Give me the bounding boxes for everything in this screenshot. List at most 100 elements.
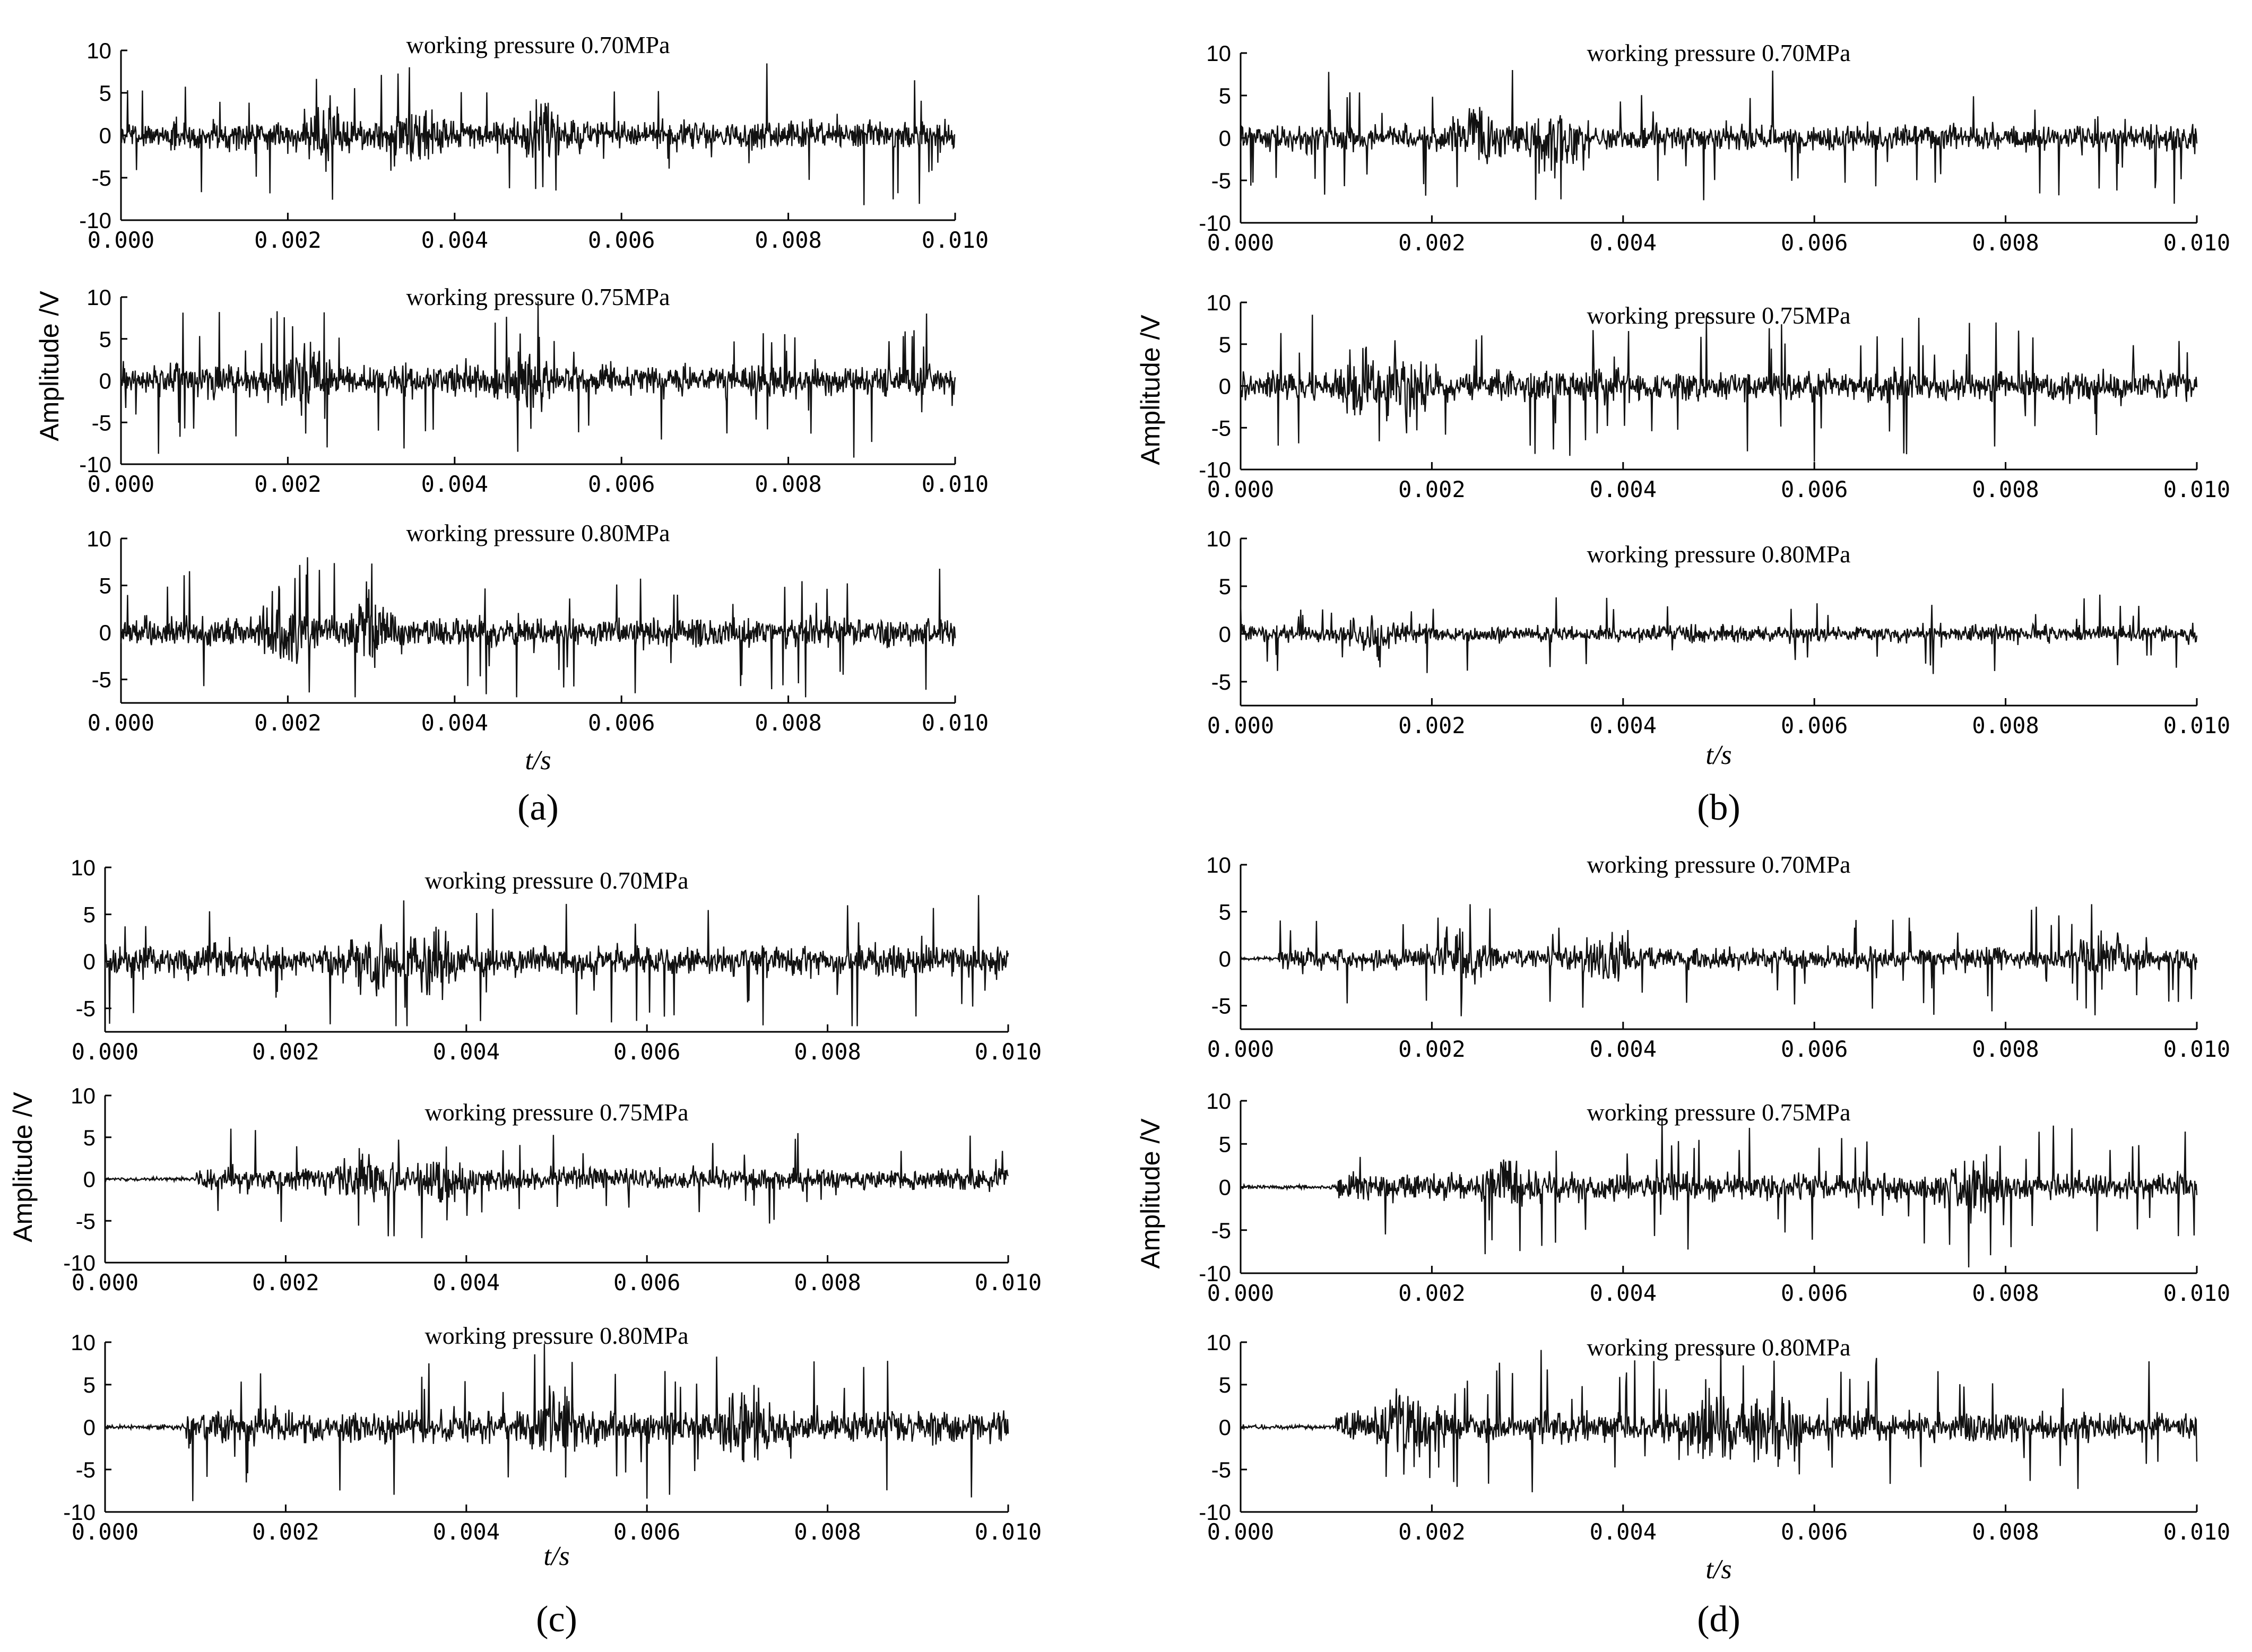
x-tick-label: 0.004 bbox=[433, 1039, 500, 1065]
x-tick-label: 0.002 bbox=[254, 710, 321, 736]
x-axis-label: t/s bbox=[543, 1541, 569, 1571]
x-tick-label: 0.010 bbox=[2163, 712, 2230, 738]
x-tick-label: 0.006 bbox=[1781, 476, 1848, 502]
subplot-title: working pressure 0.75MPa bbox=[1587, 1099, 1851, 1126]
y-tick-label: 5 bbox=[1219, 1372, 1231, 1397]
signal-line bbox=[1240, 1118, 2198, 1268]
y-axis-label: Amplitude /V bbox=[1136, 1118, 1165, 1269]
y-tick-label: -10 bbox=[79, 208, 111, 233]
x-tick-label: 0.010 bbox=[922, 710, 989, 736]
y-tick-label: 5 bbox=[83, 902, 96, 927]
y-tick-label: -10 bbox=[1199, 1261, 1231, 1286]
y-tick-label: 10 bbox=[86, 38, 111, 63]
y-tick-label: -10 bbox=[63, 1500, 96, 1525]
y-tick-label: 10 bbox=[1206, 290, 1231, 315]
signal-line bbox=[104, 1128, 1009, 1238]
y-tick-label: 10 bbox=[86, 285, 111, 310]
panel-b: working pressure 0.70MPa 10 5 0 -5 -10 0.000 0.… bbox=[1136, 39, 2230, 828]
x-tick-label: 0.006 bbox=[1781, 1280, 1848, 1306]
signal-line bbox=[105, 1344, 1009, 1501]
y-tick-label: 0 bbox=[1219, 622, 1231, 647]
x-tick-label: 0.004 bbox=[1590, 1280, 1657, 1306]
x-tick-label: 0.008 bbox=[1972, 1280, 2039, 1306]
signal-line bbox=[120, 63, 956, 205]
y-tick-label: -10 bbox=[63, 1250, 96, 1275]
x-tick-label: 0.004 bbox=[1590, 230, 1657, 256]
x-tick-label: 0.004 bbox=[421, 471, 488, 497]
x-tick-label: 0.006 bbox=[613, 1519, 680, 1545]
subplot-title: working pressure 0.80MPa bbox=[425, 1322, 689, 1349]
y-tick-label: 5 bbox=[1219, 1132, 1231, 1157]
x-tick-label: 0.004 bbox=[1590, 712, 1657, 738]
y-tick-label: 0 bbox=[83, 1167, 96, 1192]
y-tick-label: 0 bbox=[1219, 374, 1231, 399]
y-tick-label: 5 bbox=[83, 1125, 96, 1150]
subplot-title: working pressure 0.70MPa bbox=[406, 31, 670, 58]
y-tick-label: 10 bbox=[86, 526, 111, 551]
x-tick-label: 0.008 bbox=[755, 471, 821, 497]
y-tick-label: 5 bbox=[99, 81, 111, 106]
x-tick-label: 0.010 bbox=[2163, 1519, 2230, 1545]
x-tick-label: 0.000 bbox=[88, 710, 154, 736]
x-tick-label: 0.010 bbox=[922, 227, 989, 253]
y-tick-label: 10 bbox=[1206, 526, 1231, 551]
y-tick-label: -5 bbox=[1211, 415, 1231, 440]
x-tick-label: 0.008 bbox=[1972, 476, 2039, 502]
x-tick-label: 0.008 bbox=[794, 1270, 861, 1295]
x-tick-label: 0.008 bbox=[794, 1039, 861, 1065]
y-tick-label: 5 bbox=[1219, 332, 1231, 357]
panel-c: working pressure 0.70MPa 10 5 0 -5 0.000 0.002… bbox=[8, 855, 1042, 1640]
x-tick-label: 0.006 bbox=[1781, 1519, 1848, 1545]
x-axis-label: t/s bbox=[1705, 740, 1731, 770]
x-tick-label: 0.002 bbox=[1398, 476, 1465, 502]
y-tick-label: 0 bbox=[1219, 946, 1231, 971]
y-tick-label: 10 bbox=[71, 1083, 96, 1108]
subplot-title: working pressure 0.75MPa bbox=[1587, 302, 1851, 329]
y-tick-label: 0 bbox=[99, 369, 111, 394]
y-tick-label: 5 bbox=[1219, 83, 1231, 108]
x-tick-label: 0.000 bbox=[72, 1519, 138, 1545]
y-tick-label: 0 bbox=[99, 123, 111, 148]
x-tick-label: 0.010 bbox=[2163, 1280, 2230, 1306]
y-tick-label: -5 bbox=[1211, 1218, 1231, 1243]
y-tick-label: -5 bbox=[1211, 1457, 1231, 1482]
x-tick-label: 0.004 bbox=[1590, 1036, 1657, 1062]
x-tick-label: 0.002 bbox=[252, 1519, 319, 1545]
x-tick-label: 0.010 bbox=[2163, 1036, 2230, 1062]
x-tick-label: 0.002 bbox=[1398, 230, 1465, 256]
x-tick-label: 0.000 bbox=[1207, 712, 1274, 738]
x-tick-label: 0.002 bbox=[254, 471, 321, 497]
y-tick-label: 10 bbox=[1206, 1330, 1231, 1355]
x-tick-label: 0.000 bbox=[72, 1270, 138, 1295]
x-tick-label: 0.000 bbox=[1207, 476, 1274, 502]
y-tick-label: -10 bbox=[1199, 211, 1231, 236]
y-tick-label: 5 bbox=[99, 327, 111, 352]
x-tick-label: 0.010 bbox=[975, 1519, 1042, 1545]
x-tick-label: 0.006 bbox=[588, 471, 655, 497]
subplot-3: working pressure 0.80MPa 10 5 0 -5 -100.000 0.… bbox=[1199, 1330, 2230, 1545]
y-tick-label: 0 bbox=[1219, 126, 1231, 151]
subplot-title: working pressure 0.70MPa bbox=[1587, 851, 1851, 878]
subplot-3: working pressure 0.80MPa 10 5 0 -5 0.000 0.002… bbox=[1206, 526, 2230, 738]
y-tick-label: 0 bbox=[83, 1415, 96, 1440]
x-tick-label: 0.008 bbox=[755, 710, 821, 736]
x-tick-label: 0.006 bbox=[1781, 1036, 1848, 1062]
y-tick-label: -10 bbox=[1199, 1500, 1231, 1525]
y-tick-label: 0 bbox=[1219, 1175, 1231, 1200]
subplot-title: working pressure 0.80MPa bbox=[1587, 541, 1851, 568]
x-tick-label: 0.004 bbox=[1590, 1519, 1657, 1545]
x-tick-label: 0.002 bbox=[252, 1039, 319, 1065]
x-tick-label: 0.006 bbox=[613, 1270, 680, 1295]
y-tick-label: 10 bbox=[1206, 853, 1231, 877]
x-tick-label: 0.000 bbox=[1207, 1036, 1274, 1062]
subplot-1: working pressure 0.70MPa 10 5 0 -5 0.000 0.002… bbox=[1206, 851, 2230, 1062]
y-axis-label: Amplitude /V bbox=[1136, 315, 1165, 465]
y-tick-label: 0 bbox=[1219, 1415, 1231, 1440]
x-tick-label: 0.006 bbox=[1781, 230, 1848, 256]
x-tick-label: 0.002 bbox=[1398, 1280, 1465, 1306]
subplot-title: working pressure 0.70MPa bbox=[1587, 39, 1851, 66]
